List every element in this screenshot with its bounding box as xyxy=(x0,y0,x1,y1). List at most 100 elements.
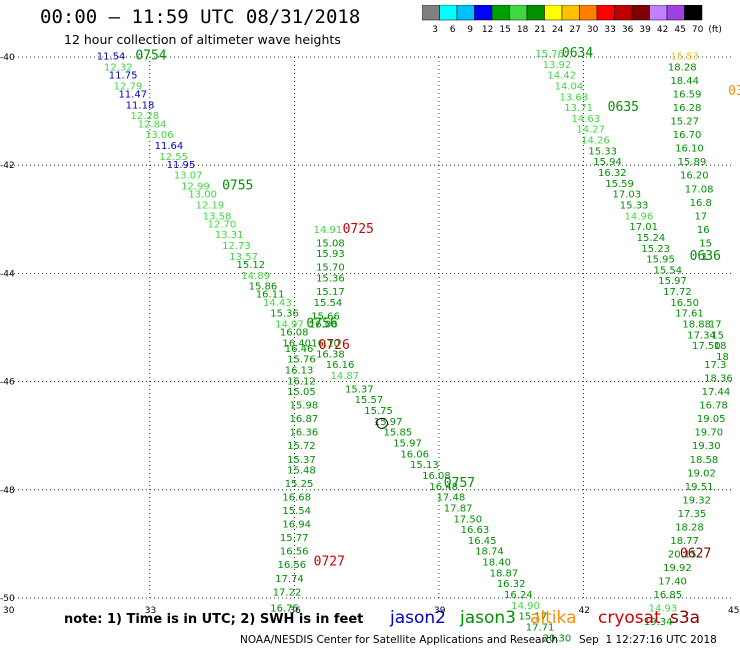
swh-value: 16.94 xyxy=(282,520,311,531)
swh-value: 11.54 xyxy=(97,52,126,63)
swh-value: 15 xyxy=(711,330,724,341)
y-tick-label: -46 xyxy=(0,378,15,388)
swh-value: 16.32 xyxy=(497,579,526,590)
swh-value: 15.48 xyxy=(287,466,316,477)
x-tick-label: 36 xyxy=(289,606,301,616)
swh-value: 17.22 xyxy=(273,587,302,598)
swh-value: 18.77 xyxy=(670,536,699,547)
swh-value: 15.27 xyxy=(670,117,699,128)
swh-value: 16.36 xyxy=(290,428,319,439)
footer-timestamp: Sep 1 12:27:16 UTC 2018 xyxy=(579,634,717,646)
swh-value: 11.47 xyxy=(118,90,147,101)
swh-value: 16.08 xyxy=(422,471,451,482)
swh-value: 16.56 xyxy=(278,560,307,571)
swh-value: 18.44 xyxy=(670,76,699,87)
swh-value: 19.70 xyxy=(694,428,723,439)
legend-altika: altika xyxy=(530,608,577,628)
swh-value: 17 xyxy=(709,320,722,331)
swh-value: 16.8 xyxy=(690,198,712,209)
swh-value: 16.45 xyxy=(468,536,497,547)
swh-value: 16.08 xyxy=(280,328,309,339)
swh-value: 17.50 xyxy=(692,341,721,352)
y-tick-label: -40 xyxy=(0,53,15,63)
swh-value: 16.68 xyxy=(282,493,311,504)
swh-value: 15.97 xyxy=(658,276,687,287)
swh-value: 17.44 xyxy=(702,387,731,398)
swh-value: 13.58 xyxy=(203,211,232,222)
swh-value: 16.08 xyxy=(309,320,338,331)
swh-value: 11.18 xyxy=(126,100,155,111)
colorbar-label: 30 xyxy=(587,25,599,35)
swh-value: 16.75 xyxy=(270,604,299,615)
colorbar-label: 42 xyxy=(657,25,668,35)
island-outline xyxy=(375,417,389,429)
swh-value: 16.24 xyxy=(504,590,533,601)
swh-value: 14.97 xyxy=(275,320,304,331)
swh-value: 16.56 xyxy=(280,547,309,558)
colorbar-label: 18 xyxy=(517,25,529,35)
colorbar-label: 33 xyxy=(604,25,615,35)
swh-value: 13.71 xyxy=(564,103,593,114)
swh-value: 18.74 xyxy=(475,547,504,558)
swh-value: 14.90 xyxy=(511,601,540,612)
swh-value: 15.36 xyxy=(316,274,345,285)
swh-value: 14.26 xyxy=(581,136,610,147)
page-title: 00:00 – 11:59 UTC 08/31/2018 xyxy=(40,6,361,28)
swh-value: 17.3 xyxy=(704,360,726,371)
swh-value: 16 xyxy=(697,225,710,236)
swh-value: 18.87 xyxy=(490,568,519,579)
swh-value: 16.78 xyxy=(699,401,728,412)
swh-value: 14.63 xyxy=(572,114,601,125)
swh-value: 16.48 xyxy=(429,482,458,493)
swh-value: 15.53 xyxy=(670,52,699,63)
pass-time-label: 0757 xyxy=(444,476,475,491)
swh-value: 13.68 xyxy=(559,92,588,103)
swh-value: 16.32 xyxy=(598,168,627,179)
swh-value: 19.05 xyxy=(697,414,726,425)
swh-value: 18.58 xyxy=(690,455,719,466)
swh-value: 16.70 xyxy=(673,130,702,141)
swh-value: 16.06 xyxy=(400,449,429,460)
swh-value: 20.15 xyxy=(668,549,697,560)
swh-value: 18.36 xyxy=(704,374,733,385)
swh-value: 17.50 xyxy=(453,514,482,525)
swh-value: 13.92 xyxy=(543,60,572,71)
swh-value: 19.34 xyxy=(644,617,673,628)
swh-value: 14.96 xyxy=(625,211,654,222)
pass-time-label: 03 xyxy=(728,84,740,99)
swh-value: 18.40 xyxy=(482,558,511,569)
y-tick-label: -50 xyxy=(0,594,15,604)
pass-time-label: 0635 xyxy=(608,100,639,115)
swh-value: 15.37 xyxy=(287,455,316,466)
swh-value: 15.08 xyxy=(316,238,345,249)
swh-value: 14.89 xyxy=(241,271,270,282)
swh-value: 15.93 xyxy=(316,249,345,260)
swh-value: 17.74 xyxy=(275,574,304,585)
swh-value: 16.85 xyxy=(653,590,682,601)
swh-value: 12.55 xyxy=(159,152,188,163)
swh-value: 16.10 xyxy=(675,144,704,155)
pass-time-label: 0627 xyxy=(680,546,711,561)
swh-value: 17.03 xyxy=(613,190,642,201)
swh-value: 15.66 xyxy=(311,311,340,322)
swh-value: 15.17 xyxy=(316,287,345,298)
swh-value: 15.24 xyxy=(637,233,666,244)
swh-value: 17.72 xyxy=(663,287,692,298)
swh-value: 15.94 xyxy=(593,157,622,168)
swh-value: 11.75 xyxy=(109,71,138,82)
swh-value: 17 xyxy=(694,211,707,222)
swh-value: 13.57 xyxy=(229,252,258,263)
colorbar-label: 45 xyxy=(674,25,685,35)
note-text: note: 1) Time is in UTC; 2) SWH is in fe… xyxy=(64,612,364,627)
swh-value: 20.30 xyxy=(543,633,572,644)
swh-value: 15.54 xyxy=(282,506,311,517)
swh-value: 15.70 xyxy=(316,263,345,274)
swh-value: 15.12 xyxy=(237,260,266,271)
swh-value: 15.13 xyxy=(410,460,439,471)
x-tick-label: 30 xyxy=(3,606,15,616)
colorbar: 3 6 9 12 15 18 21 24 27 30 33 36 39 42 45 70 (ft) xyxy=(422,5,722,35)
swh-value: 15.36 xyxy=(270,309,299,320)
swh-value: 17.34 xyxy=(687,330,716,341)
swh-value: 15.37 xyxy=(345,384,374,395)
swh-value: 14.27 xyxy=(576,125,605,136)
